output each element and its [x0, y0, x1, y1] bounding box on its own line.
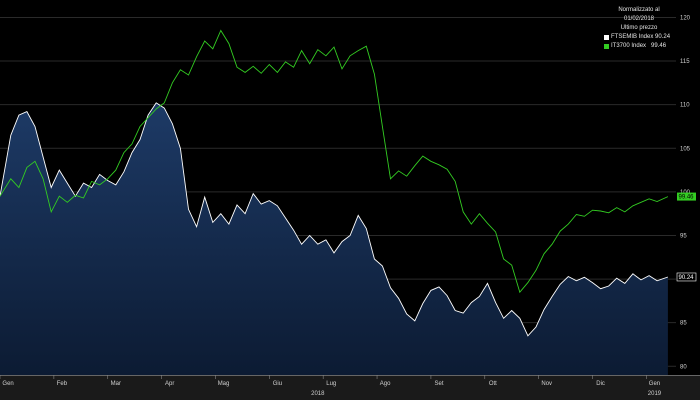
legend-title: Normalizzato al 01/02/2018 [618, 7, 660, 22]
y-tick-label-115: 115 [680, 59, 690, 65]
last-value-box [677, 192, 696, 201]
last-value-tag-ftsemib: 90.24 [676, 272, 697, 282]
ftsemib-area [0, 102, 668, 376]
x-year-label-2019: 2019 [648, 391, 662, 397]
y-tick-label-80: 80 [680, 364, 687, 370]
x-tick-label-gen: Gen [649, 381, 660, 387]
x-axis-band [0, 375, 700, 400]
x-tick-label-ago: Ago [380, 381, 391, 387]
last-value-label: 99.46 [679, 195, 695, 201]
y-tick-label-85: 85 [680, 321, 687, 327]
x-tick-label-feb: Feb [57, 381, 68, 387]
x-tick-label-gen: Gen [2, 381, 13, 387]
legend-item-it3700: IT3700 Index 99.46 [604, 42, 674, 51]
legend-label-ftsemib: FTSEMIB Index [611, 34, 654, 40]
last-value-label: 90.24 [679, 275, 695, 281]
last-value-box [676, 272, 697, 282]
legend: Normalizzato al 01/02/2018 Ultimo prezzo… [604, 6, 674, 50]
legend-value-it3700: 99.46 [651, 43, 667, 49]
x-tick-label-apr: Apr [165, 381, 174, 387]
y-tick-label-95: 95 [680, 233, 687, 239]
x-tick-label-nov: Nov [541, 381, 552, 387]
x-tick-label-mar: Mar [111, 381, 121, 387]
legend-swatch-white [604, 35, 609, 40]
ftsemib-area-fill [0, 102, 668, 376]
x-year-label-2018: 2018 [311, 391, 325, 397]
y-tick-label-120: 120 [680, 15, 691, 21]
it3700-line [0, 29, 669, 294]
series-lines [0, 29, 669, 337]
legend-value-ftsemib: 90.24 [655, 34, 671, 40]
legend-label-it3700: IT3700 Index [611, 43, 647, 49]
legend-subtitle: Ultimo prezzo [620, 25, 658, 31]
legend-item-ftsemib: FTSEMIB Index 90.24 [604, 33, 674, 42]
x-tick-label-lug: Lug [326, 381, 336, 387]
y-tick-label-110: 110 [680, 103, 690, 109]
x-tick-label-mag: Mag [218, 381, 230, 387]
y-tick-label-105: 105 [680, 146, 691, 152]
x-tick-label-set: Set [434, 381, 443, 387]
x-axis: Gen Feb Mar Apr Mag Giu Lug Ago Set Ott Nov Dic Gen 2… [0, 375, 700, 400]
legend-swatch-green [604, 44, 609, 49]
ftsemib-line [0, 102, 669, 337]
x-tick-label-ott: Ott [489, 381, 497, 387]
last-value-tag-it3700: 99.46 [677, 192, 696, 201]
x-tick-label-dic: Dic [596, 381, 605, 387]
x-tick-label-giu: Giu [273, 381, 282, 387]
